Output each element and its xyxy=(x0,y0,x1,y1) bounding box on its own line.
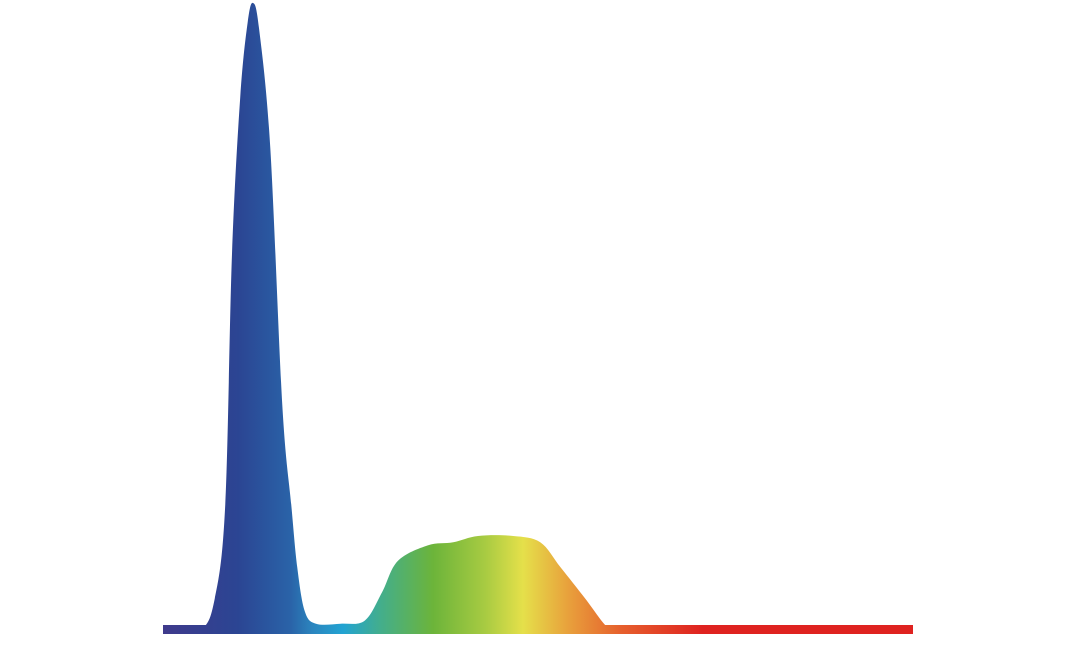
spectrum-area-series-0 xyxy=(163,2,913,631)
spectrum-baseline-bar xyxy=(163,625,913,634)
